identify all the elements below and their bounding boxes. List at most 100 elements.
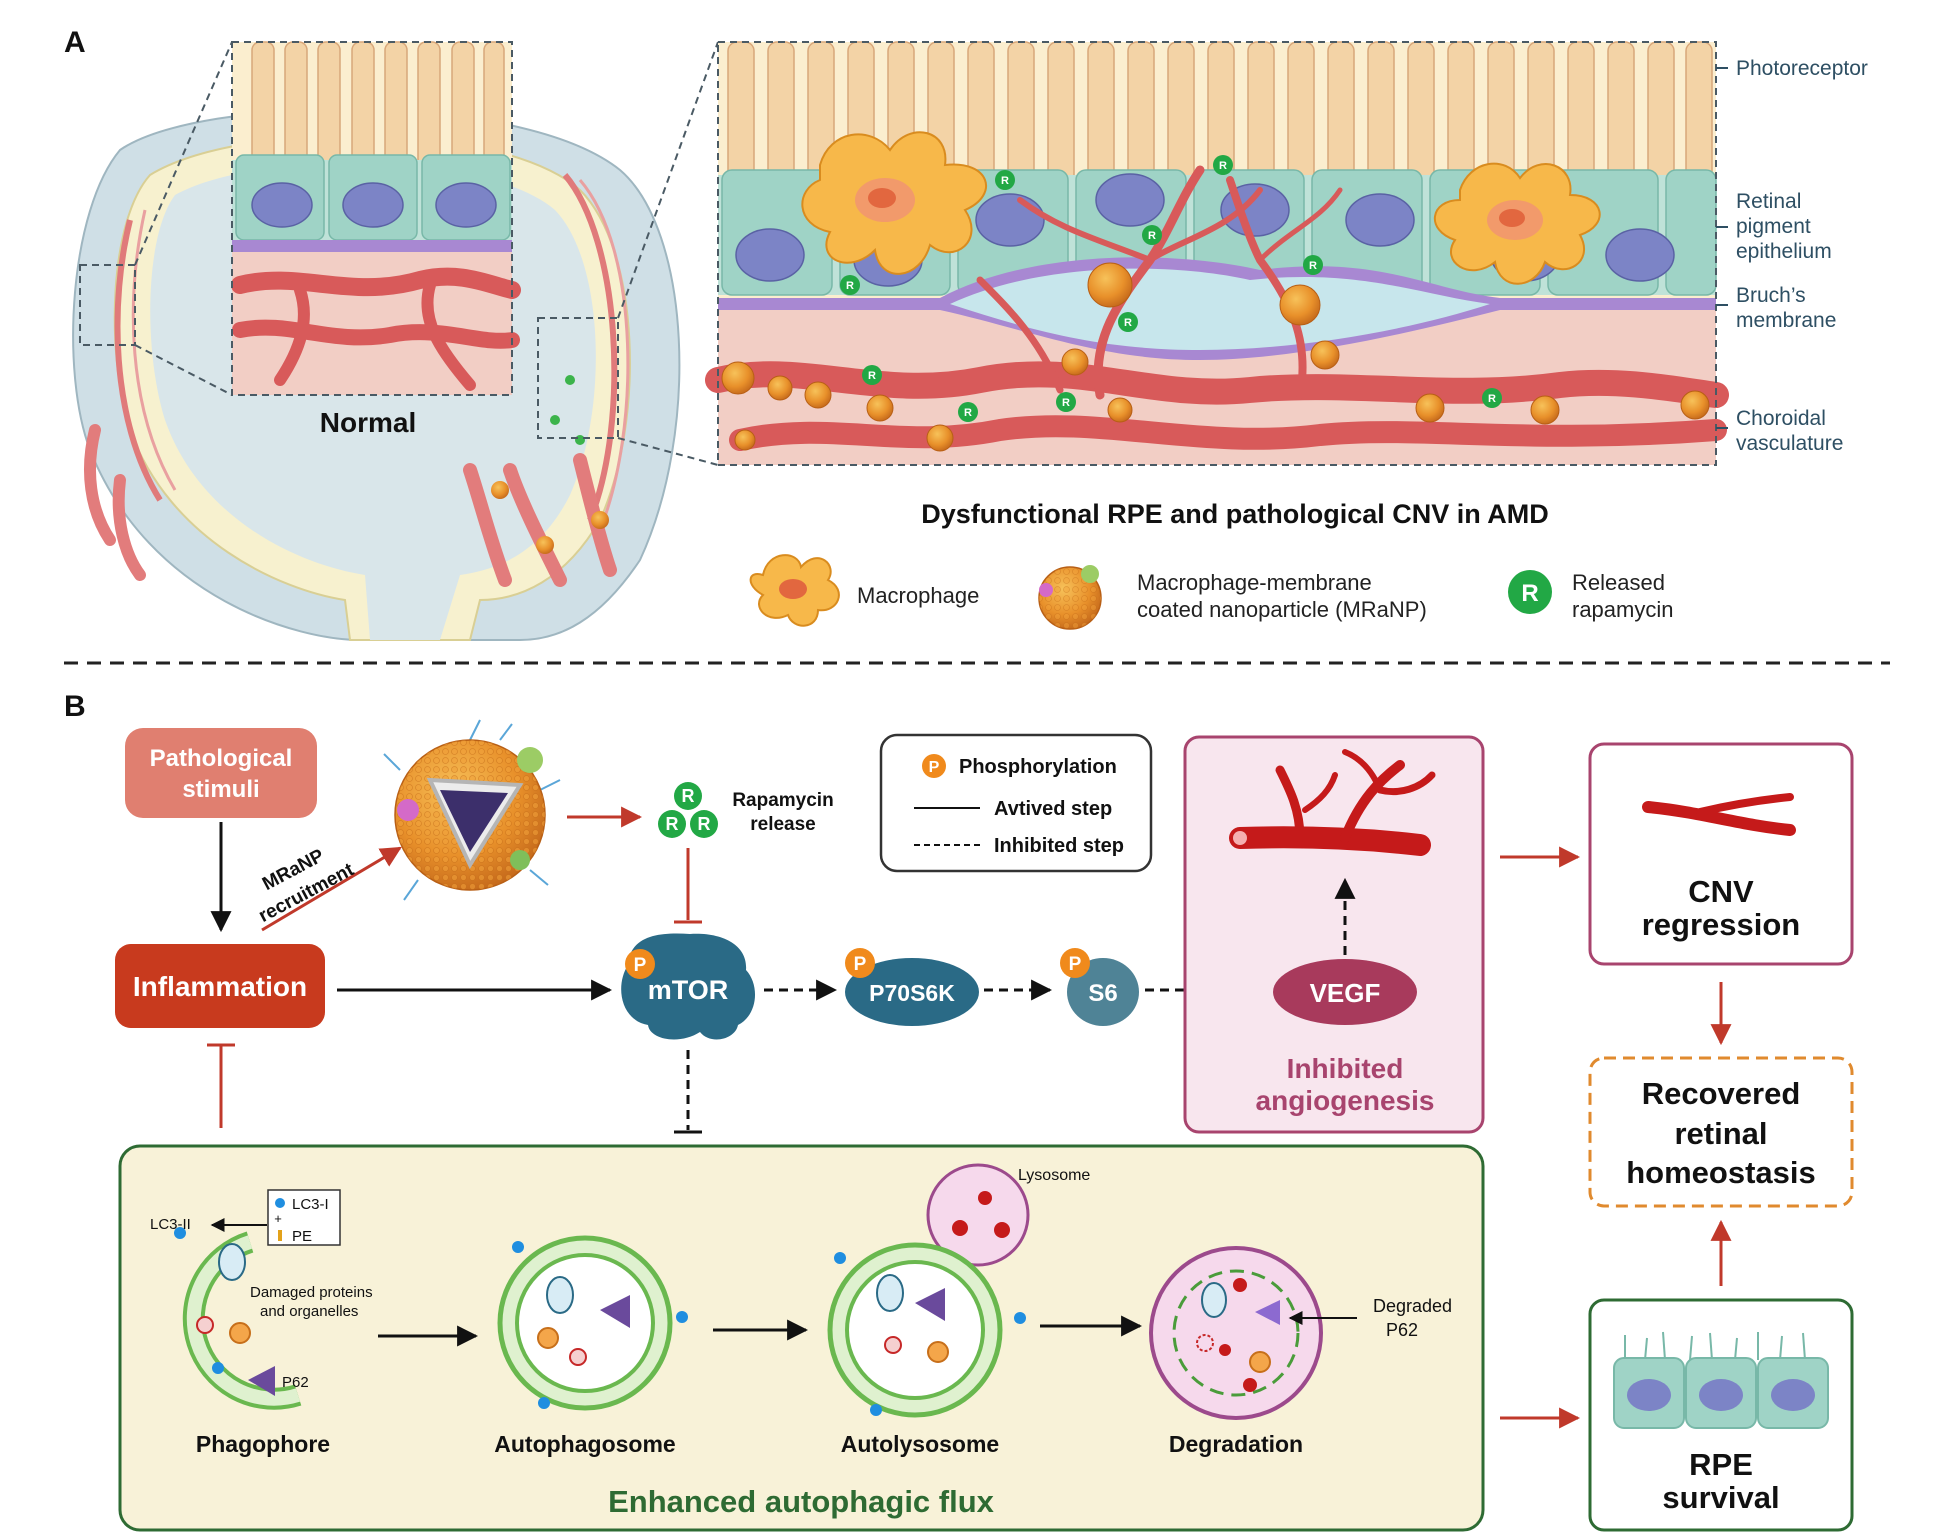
panel-b: B Pathological stimuli Inflammation MRaN… xyxy=(64,690,1854,1532)
mranp-icon xyxy=(1038,565,1102,630)
macrophage-icon xyxy=(749,554,840,627)
svg-text:R: R xyxy=(1062,397,1070,409)
panel-a-caption: Dysfunctional RPE and pathological CNV i… xyxy=(921,499,1549,529)
damaged-label-2: and organelles xyxy=(260,1303,358,1320)
label-rpe-2: pigment xyxy=(1736,215,1811,238)
legend-mranp-2: coated nanoparticle (MRaNP) xyxy=(1137,597,1427,622)
legend-rapamycin-1: Released xyxy=(1572,570,1665,595)
vegf-label: VEGF xyxy=(1310,978,1381,1008)
damaged-label-1: Damaged proteins xyxy=(250,1284,373,1301)
rpe-cells-icon xyxy=(1613,1331,1829,1429)
rapamycin-release-label-1: Rapamycin xyxy=(732,790,833,811)
p70s6k-node: P70S6K P xyxy=(845,948,979,1026)
autophagosome-label: Autophagosome xyxy=(494,1431,675,1457)
normal-label: Normal xyxy=(320,407,416,438)
regressed-vessel-icon xyxy=(1642,793,1796,836)
recovered-homeostasis-box xyxy=(1588,1056,1854,1208)
phagophore-label: Phagophore xyxy=(196,1431,330,1457)
autophagosome: Autophagosome xyxy=(494,1235,688,1457)
lc3-plus: + xyxy=(274,1211,282,1226)
svg-text:R: R xyxy=(1124,317,1132,329)
inflammation-label: Inflammation xyxy=(133,971,307,1002)
key-activated: Avtived step xyxy=(994,798,1112,820)
lc3ii-label: LC3-II xyxy=(150,1216,191,1233)
autophagy-title: Enhanced autophagic flux xyxy=(608,1484,995,1519)
cnv-regression-2: regression xyxy=(1642,907,1801,942)
svg-text:P: P xyxy=(1069,954,1082,975)
inhibited-angiogenesis-1: Inhibited xyxy=(1287,1053,1404,1084)
label-choroid-2: vasculature xyxy=(1736,432,1843,455)
pathological-label-2: stimuli xyxy=(182,776,259,803)
cnv-regression-1: CNV xyxy=(1688,874,1754,909)
key-phosphorylation: Phosphorylation xyxy=(959,756,1117,778)
svg-text:R: R xyxy=(964,407,972,419)
s6-label: S6 xyxy=(1088,980,1117,1007)
phagophore: LC3-I + PE LC3-II Damaged proteins and o… xyxy=(150,1189,373,1457)
svg-text:R: R xyxy=(682,786,695,806)
rapamycin-icon xyxy=(1508,570,1552,614)
inhibited-angiogenesis-2: angiogenesis xyxy=(1256,1085,1435,1116)
legend-macrophage: Macrophage xyxy=(857,583,979,608)
svg-text:R: R xyxy=(666,814,679,834)
autolysosome-label: Autolysosome xyxy=(841,1431,999,1457)
label-photoreceptor: Photoreceptor xyxy=(1736,57,1868,80)
panel-b-label: B xyxy=(64,690,86,723)
legend-mranp-1: Macrophage-membrane xyxy=(1137,570,1372,595)
rpe-survival-1: RPE xyxy=(1689,1447,1753,1482)
autolysosome: Autolysosome xyxy=(827,1242,1026,1457)
amd-macrophages xyxy=(801,131,1601,285)
recovered-3: homeostasis xyxy=(1626,1155,1816,1190)
key-inhibited: Inhibited step xyxy=(994,835,1124,857)
label-rpe-1: Retinal xyxy=(1736,190,1801,213)
svg-text:R: R xyxy=(1001,175,1009,187)
s6-node: S6 P xyxy=(1060,948,1139,1026)
lysosome: Lysosome xyxy=(926,1163,1090,1267)
label-choroid-1: Choroidal xyxy=(1736,407,1826,430)
recovered-1: Recovered xyxy=(1642,1076,1801,1111)
svg-text:R: R xyxy=(1219,160,1227,172)
rapamycin-cluster: R R R xyxy=(658,782,718,838)
recovered-2: retinal xyxy=(1674,1116,1767,1151)
lc3i-label: LC3-I xyxy=(292,1196,329,1213)
svg-text:P: P xyxy=(929,759,940,776)
pathological-stimuli-box xyxy=(125,728,317,818)
p62-label: P62 xyxy=(282,1374,309,1391)
panel-a: A xyxy=(64,26,1868,641)
label-bruch-1: Bruch’s xyxy=(1736,284,1806,307)
svg-text:R: R xyxy=(1309,260,1317,272)
svg-text:R: R xyxy=(1488,393,1496,405)
amd-rapamycin-markers: R R R R R R R R R R xyxy=(840,155,1502,422)
panel-a-label: A xyxy=(64,26,86,59)
blood-vessel-icon xyxy=(1229,749,1436,856)
mtor-label: mTOR xyxy=(648,975,729,1005)
svg-text:R: R xyxy=(698,814,711,834)
svg-text:R: R xyxy=(846,280,854,292)
rpe-survival-2: survival xyxy=(1662,1480,1779,1515)
normal-inset: Normal xyxy=(231,41,521,438)
svg-text:R: R xyxy=(868,370,876,382)
mtor-node: mTOR P xyxy=(621,933,756,1040)
svg-text:R: R xyxy=(1148,230,1156,242)
amd-nanoparticles xyxy=(721,262,1710,452)
degradation-label: Degradation xyxy=(1169,1431,1303,1457)
lysosome-label: Lysosome xyxy=(1018,1167,1090,1184)
svg-text:P: P xyxy=(854,954,867,975)
svg-text:P: P xyxy=(634,955,647,976)
p70s6k-label: P70S6K xyxy=(869,980,955,1006)
inflammation-box xyxy=(115,944,325,1028)
pe-label: PE xyxy=(292,1228,312,1245)
layer-labels: Photoreceptor Retinal pigment epithelium… xyxy=(1716,57,1868,455)
panel-a-legend: Macrophage Macrophage-membrane coated na… xyxy=(749,554,1673,630)
key-box xyxy=(879,733,1153,873)
mranp-nanoparticle xyxy=(383,719,561,901)
degraded-label-2: P62 xyxy=(1386,1320,1418,1340)
degradation: Degraded P62 Degradation xyxy=(1149,1246,1452,1457)
pathological-label-1: Pathological xyxy=(150,745,293,772)
label-rpe-3: epithelium xyxy=(1736,240,1832,263)
rapamycin-release-label-2: release xyxy=(750,814,816,835)
label-bruch-2: membrane xyxy=(1736,309,1836,332)
rapamycin-icon-letter: R xyxy=(1521,580,1538,607)
legend-rapamycin-2: rapamycin xyxy=(1572,597,1673,622)
degraded-label-1: Degraded xyxy=(1373,1296,1452,1316)
